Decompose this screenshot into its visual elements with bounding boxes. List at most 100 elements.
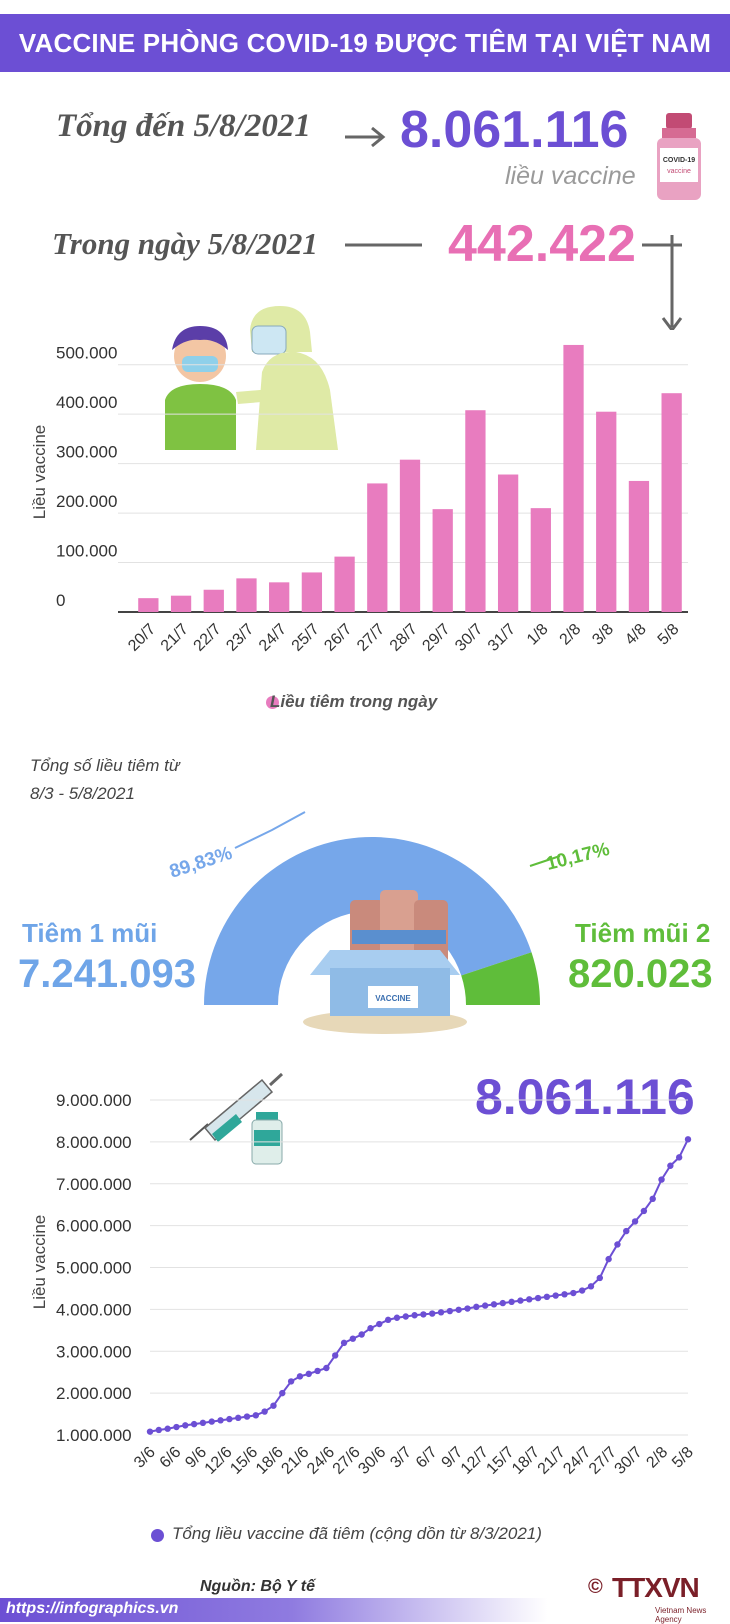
bar — [661, 393, 682, 612]
line-point — [552, 1292, 559, 1299]
line-point — [340, 1339, 348, 1347]
line-xtick-label: 6/7 — [413, 1444, 441, 1472]
line-point — [490, 1301, 498, 1308]
line-xtick-label: 24/6 — [304, 1444, 338, 1478]
line-point — [640, 1207, 648, 1215]
line-point — [675, 1154, 683, 1161]
bar — [628, 480, 650, 612]
bar — [367, 483, 388, 612]
line-point — [261, 1408, 268, 1415]
vial-small-icon — [251, 1112, 283, 1165]
ttxvn-logo: TTXVN — [612, 1572, 700, 1603]
line-point — [587, 1283, 595, 1290]
line-point — [323, 1364, 330, 1372]
cumulative-line-chart: Liều vaccine 1.000.000 2.000.000 3.000.000… — [30, 1072, 697, 1478]
line-point — [570, 1289, 577, 1297]
line-point — [631, 1218, 639, 1225]
syringe-icon — [189, 1072, 284, 1142]
day-label: Trong ngày 5/8/2021 — [52, 226, 318, 261]
line-xtick-label: 15/7 — [483, 1444, 517, 1478]
bar-chart-ylabel: Liều vaccine — [30, 425, 49, 520]
bar — [236, 578, 257, 612]
bar-chart-yticks: 0 100.000 200.000 300.000 400.000 500.000 — [56, 344, 117, 610]
gauge-title-text: Tổng số liều tiêm từ 8/3 - 5/8/2021 — [30, 756, 180, 803]
line-ytick-label: 5.000.000 — [56, 1259, 132, 1278]
gauge-slices — [204, 836, 540, 1005]
bar — [334, 556, 355, 612]
bar — [432, 509, 453, 612]
line-point — [658, 1176, 665, 1183]
line-point — [517, 1297, 524, 1304]
bar — [170, 595, 192, 612]
line-point — [411, 1312, 418, 1319]
line-xtick-label: 18/7 — [509, 1444, 543, 1478]
line-ytick-label: 1.000.000 — [56, 1426, 132, 1445]
line-ytick-label: 4.000.000 — [56, 1300, 132, 1319]
line-point — [155, 1426, 163, 1434]
line-xtick-label: 27/6 — [330, 1444, 364, 1478]
gauge-title: Tổng số liều tiêm từ 8/3 - 5/8/2021 — [30, 752, 190, 808]
svg-text:COVID-19: COVID-19 — [663, 157, 695, 164]
line-chart-xticks: 3/66/69/612/615/618/621/624/627/630/63/7… — [131, 1444, 697, 1478]
bar — [138, 598, 159, 612]
line-point — [614, 1241, 621, 1248]
bar — [596, 411, 617, 612]
line-xtick-label: 30/7 — [612, 1444, 646, 1478]
line-point — [146, 1428, 154, 1435]
line-xtick-label: 5/8 — [669, 1444, 697, 1472]
line-point — [252, 1412, 260, 1419]
vaccination-illustration — [165, 306, 338, 450]
line-xtick-label: 18/6 — [253, 1444, 287, 1478]
total-value: 8.061.116 — [400, 101, 629, 159]
line-point — [234, 1414, 242, 1422]
doctor-icon — [236, 306, 338, 450]
line-xtick-label: 21/7 — [535, 1444, 569, 1478]
line-point — [305, 1370, 312, 1378]
total-unit: liều vaccine — [505, 162, 636, 190]
line-ytick-label: 6.000.000 — [56, 1217, 132, 1236]
line-xtick-label: 24/7 — [560, 1444, 594, 1478]
gauge-pointer-blue — [234, 811, 306, 849]
gauge-pointer-green — [529, 855, 561, 867]
bar — [530, 508, 551, 612]
line-point — [508, 1298, 515, 1306]
bar-chart-bars — [138, 344, 682, 612]
dose2-label: Tiêm mũi 2 — [575, 918, 711, 948]
line-legend-label: Tổng liều vaccine đã tiêm (cộng dồn từ 8… — [172, 1524, 542, 1543]
line-xtick-label: 3/7 — [387, 1444, 415, 1472]
line-point — [596, 1274, 604, 1282]
header-bar — [0, 14, 730, 72]
arrow-right-icon — [345, 126, 386, 148]
bar — [563, 344, 584, 612]
line-xtick-label: 21/6 — [279, 1444, 313, 1478]
line-point — [499, 1299, 506, 1307]
dose-share-gauge: 89,83% 10,17% VACCINE — [167, 811, 612, 1034]
gauge-slice — [204, 836, 532, 1005]
line-point — [429, 1310, 436, 1317]
bar-ytick-label: 500.000 — [56, 344, 117, 363]
line-point — [279, 1389, 286, 1397]
vaccine-vial-icon: COVID-19 vaccine — [657, 113, 701, 200]
footer-band — [0, 1598, 730, 1622]
dose2-value: 820.023 — [568, 952, 713, 996]
source-note: Nguồn: Bộ Y tế — [200, 1578, 315, 1595]
line-ytick-label: 7.000.000 — [56, 1175, 132, 1194]
bar-ytick-label: 100.000 — [56, 542, 117, 561]
line-xtick-label: 30/6 — [355, 1444, 389, 1478]
line-ytick-label: 8.000.000 — [56, 1133, 132, 1152]
bar-ytick-label: 200.000 — [56, 492, 117, 511]
dose1-label: Tiêm 1 mũi — [22, 918, 158, 948]
line-point — [684, 1136, 692, 1143]
page-title: VACCINE PHÒNG COVID-19 ĐƯỢC TIÊM TẠI VIỆ… — [18, 28, 712, 58]
line-point — [481, 1302, 489, 1309]
line-xtick-label: 27/7 — [586, 1444, 620, 1478]
total-label: Tổng đến 5/8/2021 — [56, 108, 311, 144]
line-point — [182, 1422, 189, 1429]
daily-doses-bar-chart: Liều vaccine 0 100.000 200.000 300.000 400.0… — [30, 344, 688, 655]
line-point — [649, 1195, 656, 1203]
footer-url[interactable]: https://infographics.vn — [6, 1600, 179, 1617]
line-ytick-label: 2.000.000 — [56, 1384, 132, 1403]
line-chart-grid — [150, 1099, 688, 1436]
bar — [399, 459, 421, 612]
bar — [203, 589, 224, 612]
